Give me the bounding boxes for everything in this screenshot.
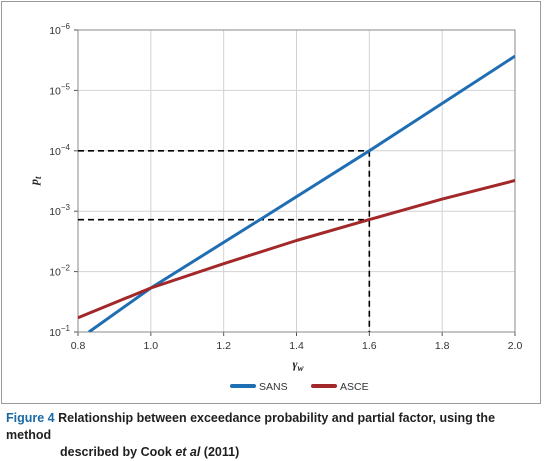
x-axis-label: γw (293, 357, 305, 373)
y-tick-label: 10−4 (49, 143, 70, 158)
series-line-asce (78, 179, 515, 320)
legend-label-sans: SANS (259, 381, 288, 393)
x-tick-label: 1.0 (144, 340, 159, 352)
y-tick-label: 10−1 (49, 324, 70, 339)
figure-label: Figure 4 (6, 411, 55, 425)
x-tick-label: 1.2 (216, 340, 231, 352)
y-tick-label: 10−2 (49, 264, 70, 279)
x-tick-label: 0.8 (71, 340, 86, 352)
x-tick-label: 2.0 (508, 340, 523, 352)
caption-line2-italic: et al (175, 445, 201, 459)
figure-caption: Figure 4 Relationship between exceedance… (6, 410, 536, 461)
chart-frame: 10−1 10−2 10−3 10−4 10−5 10−6 0.8 1.0 1.2 1.4 1.6 1… (1, 1, 541, 404)
caption-line2-suffix: (2011) (200, 445, 240, 459)
x-tick-label: 1.8 (435, 340, 450, 352)
x-tick-label: 1.4 (289, 340, 304, 352)
y-tick-label: 10−5 (49, 82, 70, 97)
series-line-sans (88, 54, 515, 332)
caption-line2-prefix: described by Cook (60, 445, 176, 459)
chart-svg: 10−1 10−2 10−3 10−4 10−5 10−6 0.8 1.0 1.2 1.4 1.6 1… (27, 22, 523, 393)
y-tick-label: 10−6 (49, 22, 70, 37)
caption-text-line1: Relationship between exceedance probabil… (6, 411, 496, 442)
legend-label-asce: ASCE (340, 381, 369, 393)
y-tick-label: 10−3 (49, 203, 70, 218)
y-axis-label: pt (27, 176, 43, 186)
x-tick-label: 1.6 (362, 340, 377, 352)
